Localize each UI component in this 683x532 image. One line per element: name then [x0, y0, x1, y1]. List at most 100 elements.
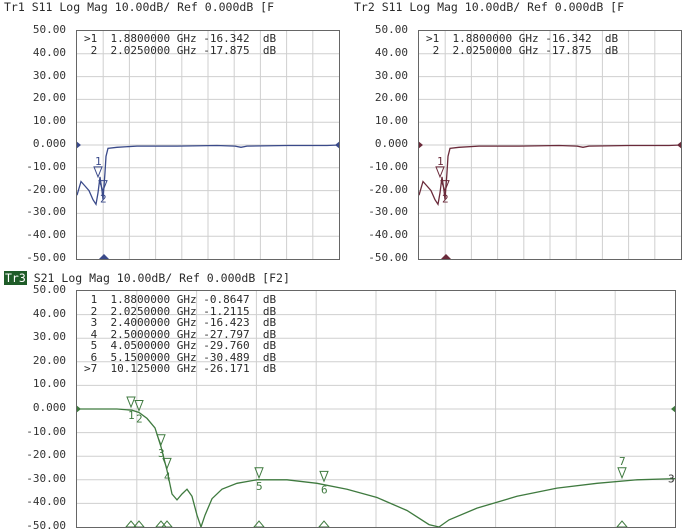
- tr3-ref-left-icon: [77, 405, 81, 413]
- tr3-marker-row: 1 1.8800000 GHz -0.8647 dB: [84, 294, 276, 306]
- tr3-marker-stimulus-icon: [155, 520, 167, 527]
- tr1-marker-num: 2: [84, 43, 98, 57]
- tr2-y-tick: -50.00: [368, 251, 408, 264]
- tr1-marker-row: 2 2.0250000 GHz -17.875 dB: [84, 43, 277, 57]
- tr2-marker-db: dB: [604, 43, 619, 57]
- tr1-y-tick: 50.00: [32, 23, 66, 36]
- tr2-marker-unit: GHz: [518, 43, 539, 57]
- tr1-marker-num: >1: [84, 32, 98, 45]
- tr3-marker-row: 2 2.0250000 GHz -1.2115 dB: [84, 304, 276, 318]
- tr3-marker-val: -0.8647: [203, 293, 250, 306]
- tr3-marker-val: -29.760: [203, 339, 250, 352]
- tr3-marker-num: 2: [84, 304, 98, 318]
- tr1-y-tick: -20.00: [26, 182, 66, 196]
- tr3-header-text: S21 Log Mag 10.00dB/ Ref 0.000dB [F2]: [26, 271, 290, 285]
- tr3-marker-label: 7: [619, 455, 626, 468]
- tr3-marker-freq: 2.4000000: [110, 316, 171, 329]
- tr1-marker-triangle-icon: [93, 166, 103, 179]
- tr2-y-tick: -10.00: [368, 159, 408, 173]
- tr3-marker-label: 5: [256, 480, 263, 493]
- tr1-marker-freq: 2.0250000: [110, 43, 171, 57]
- tr3-marker-num: 1: [84, 293, 98, 306]
- tr3-marker-triangle-icon: [126, 396, 136, 409]
- tr2-y-tick: 20.00: [374, 91, 408, 105]
- tr1-ref-left-icon: [77, 141, 81, 149]
- grid-lines: [419, 31, 681, 259]
- tr2-y-tick: 10.00: [374, 114, 408, 128]
- tr3-marker-val: -27.797: [203, 327, 250, 341]
- tr1-y-tick: 40.00: [32, 45, 66, 59]
- tr3-marker-freq: 2.5000000: [110, 327, 171, 341]
- tr3-marker-db: dB: [262, 293, 277, 306]
- tr1-trace-svg: 12: [77, 31, 339, 259]
- tr3-y-tick: 10.00: [32, 377, 66, 391]
- tr1-y-tick: 10.00: [32, 114, 66, 128]
- tr2-marker-label: 1: [437, 155, 444, 168]
- tr1-ref-right-icon: [335, 141, 339, 149]
- tr3-marker-label: 2: [136, 413, 143, 426]
- tr3-marker-freq: 10.125000: [110, 362, 171, 375]
- tr3-y-tick: -40.00: [26, 495, 66, 509]
- tr1-marker-unit: GHz: [176, 32, 197, 45]
- tr1-marker-triangle-icon: [98, 180, 108, 192]
- tr3-marker-table: 1 1.8800000 GHz -0.8647 dB 2 2.0250000 G…: [84, 294, 276, 375]
- tr3-right-label: 3: [668, 473, 675, 486]
- tr3-y-tick: 30.00: [32, 330, 66, 344]
- tr3-marker-stimulus-icon: [318, 520, 330, 527]
- tr3-ref-right-icon: [671, 405, 675, 413]
- tr3-marker-label: 3: [158, 447, 165, 460]
- tr2-marker-freq: 1.8800000: [452, 32, 513, 45]
- tr3-marker-val: -1.2115: [203, 304, 250, 318]
- tr3-y-tick: -20.00: [26, 448, 66, 462]
- tr2-marker-num: 2: [426, 43, 440, 57]
- tr3-marker-unit: GHz: [176, 339, 197, 352]
- tr3-marker-unit: GHz: [176, 304, 197, 318]
- tr3-y-tick: 40.00: [32, 306, 66, 320]
- tr3-marker-val: -16.423: [203, 316, 250, 329]
- tr3-y-tick: -50.00: [26, 519, 66, 532]
- tr3-marker-num: 6: [84, 350, 98, 364]
- tr3-marker-freq: 5.1500000: [110, 350, 171, 364]
- tr2-marker-stimulus-icon: [441, 254, 451, 259]
- tr1-marker-freq: 1.8800000: [110, 32, 171, 45]
- tr3-marker-num: 3: [84, 316, 98, 329]
- tr2-y-tick: -40.00: [368, 228, 408, 242]
- tr3-marker-db: dB: [262, 327, 277, 341]
- tr1-y-tick: 30.00: [32, 68, 66, 82]
- tr2-ref-left-icon: [419, 141, 423, 149]
- tr3-marker-triangle-icon: [617, 467, 627, 480]
- tr3-marker-triangle-icon: [254, 467, 264, 480]
- tr3-marker-val: -30.489: [203, 350, 250, 364]
- tr2-marker-triangle-icon: [435, 166, 445, 179]
- tr2-trace-line: [419, 144, 681, 207]
- tr3-marker-row: 6 5.1500000 GHz -30.489 dB: [84, 350, 276, 364]
- tr3-badge[interactable]: Tr3: [4, 271, 27, 285]
- tr3-marker-unit: GHz: [176, 362, 197, 375]
- tr3-y-tick: 0.000: [32, 401, 66, 414]
- tr2-marker-label: 2: [442, 193, 449, 206]
- tr3-marker-row: >7 10.125000 GHz -26.171 dB: [84, 363, 276, 375]
- tr2-marker-freq: 2.0250000: [452, 43, 513, 57]
- tr3-marker-freq: 4.0500000: [110, 339, 171, 352]
- tr1-y-tick: -10.00: [26, 159, 66, 173]
- tr2-y-tick: -20.00: [368, 182, 408, 196]
- tr3-marker-label: 4: [164, 470, 171, 483]
- tr1-marker-val: -16.342: [203, 32, 250, 45]
- tr3-marker-unit: GHz: [176, 327, 197, 341]
- tr1-y-tick: 20.00: [32, 91, 66, 105]
- tr1-marker-db: dB: [262, 32, 277, 45]
- tr3-marker-db: dB: [262, 316, 277, 329]
- tr1-y-tick: -40.00: [26, 228, 66, 242]
- tr1-trace-line: [77, 144, 339, 207]
- tr3-marker-row: 3 2.4000000 GHz -16.423 dB: [84, 317, 276, 329]
- tr1-marker-val: -17.875: [203, 43, 250, 57]
- tr3-marker-unit: GHz: [176, 316, 197, 329]
- tr1-marker-db: dB: [262, 43, 277, 57]
- tr3-marker-db: dB: [262, 339, 277, 352]
- tr2-y-tick: 0.000: [374, 137, 408, 150]
- tr1-marker-row: >1 1.8800000 GHz -16.342 dB: [84, 33, 276, 45]
